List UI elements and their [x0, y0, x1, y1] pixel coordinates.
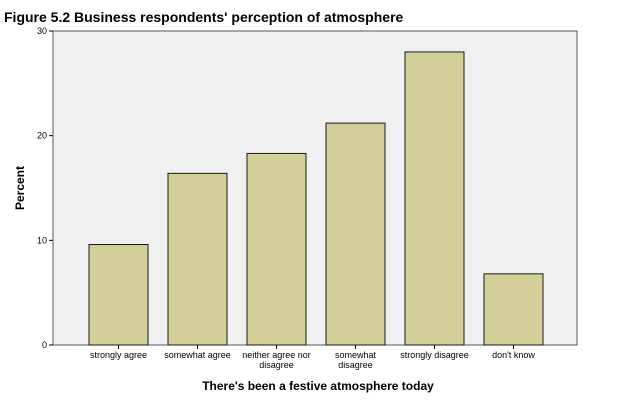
bar-don-t-know	[483, 273, 544, 346]
y-tick-label: 30	[37, 26, 47, 36]
y-axis-title: Percent	[13, 166, 27, 210]
y-tick-label: 10	[37, 235, 47, 245]
y-axis: 0 10 20 30	[37, 26, 53, 350]
bars-group	[88, 51, 544, 346]
x-tick-label: strongly agree	[90, 350, 147, 360]
x-tick-label: neither agree nor	[242, 350, 311, 360]
bar-somewhat-disagree	[325, 122, 386, 346]
x-axis: strongly agree somewhat agree neither agre…	[90, 345, 535, 370]
y-tick-label: 0	[42, 340, 47, 350]
bar-neither-agree-nor-disagree	[246, 152, 307, 346]
x-tick-label: disagree	[338, 360, 373, 370]
x-tick-label: somewhat	[335, 350, 377, 360]
bar-somewhat-agree	[167, 172, 228, 346]
bar-strongly-agree	[88, 244, 149, 346]
x-axis-title: There's been a festive atmosphere today	[202, 379, 434, 393]
bar-strongly-disagree	[404, 51, 465, 346]
x-tick-label: disagree	[259, 360, 294, 370]
x-tick-label: somewhat agree	[164, 350, 231, 360]
chart-title: Figure 5.2 Business respondents' percept…	[4, 9, 404, 25]
x-tick-label: strongly disagree	[400, 350, 469, 360]
x-tick-label: don't know	[492, 350, 535, 360]
y-tick-label: 20	[37, 131, 47, 141]
